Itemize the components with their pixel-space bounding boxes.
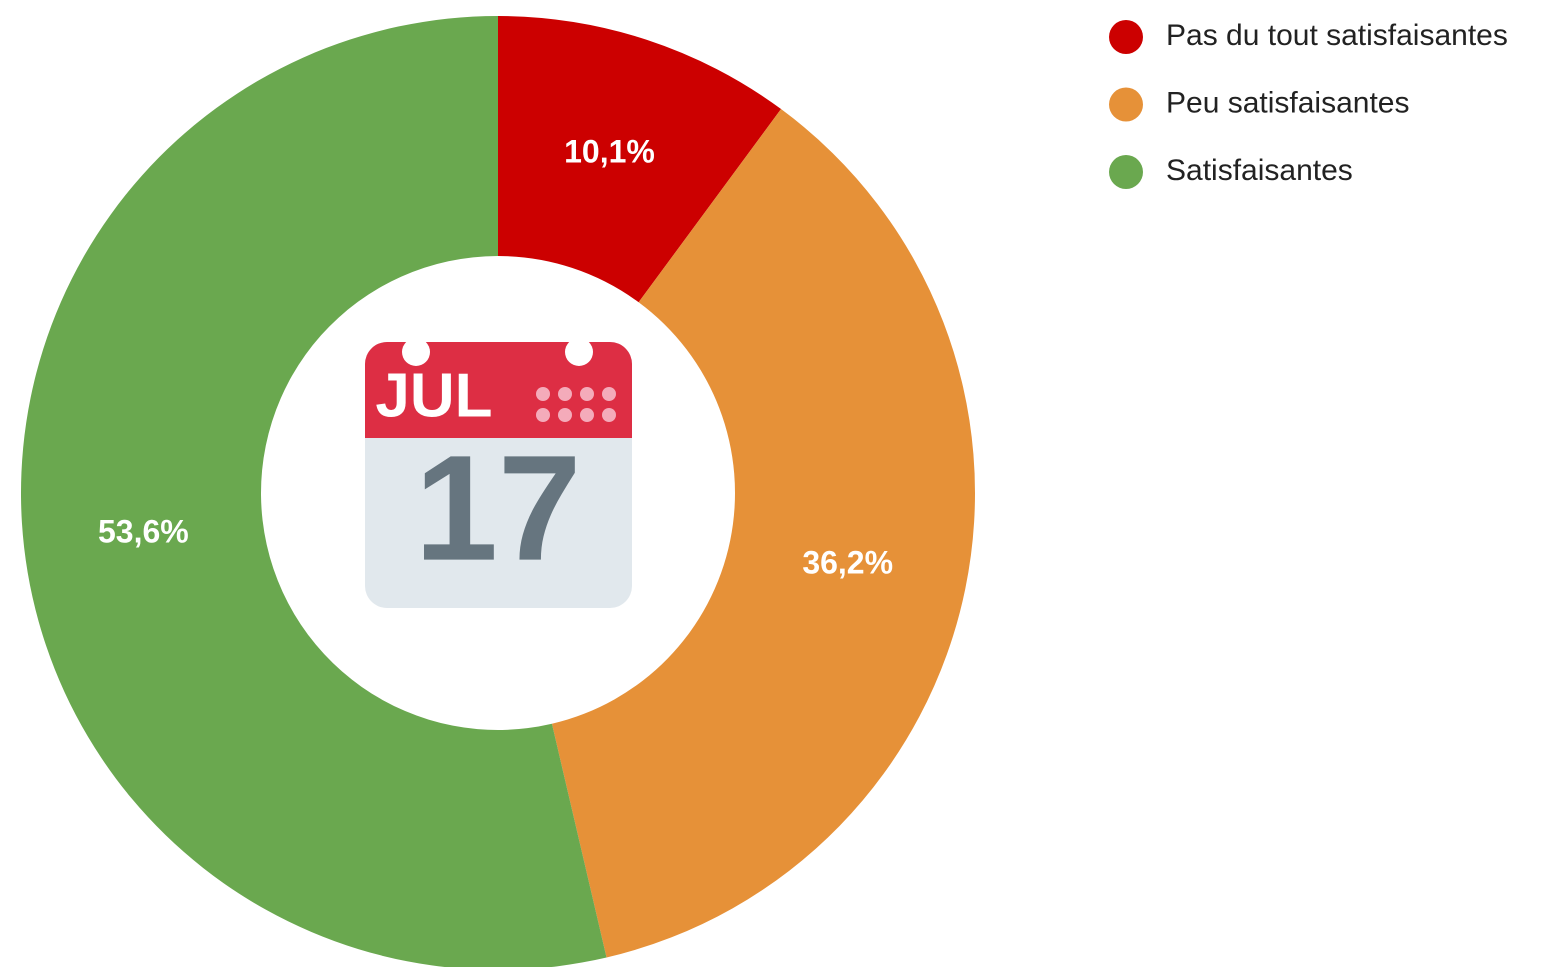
legend-label: Peu satisfaisantes bbox=[1166, 86, 1409, 119]
month: JUL bbox=[375, 361, 492, 430]
value-label: 36,2% bbox=[802, 544, 893, 580]
ring bbox=[402, 338, 430, 366]
legend-swatch bbox=[1109, 155, 1143, 189]
slice bbox=[21, 16, 607, 967]
slices: 10,1% 36,2% 53,6% bbox=[21, 16, 975, 967]
ring bbox=[565, 338, 593, 366]
slice bbox=[551, 109, 975, 958]
legend-label: Pas du tout satisfaisantes bbox=[1166, 19, 1508, 52]
legend-swatch bbox=[1109, 87, 1143, 122]
calendar-icon: JUL 17 bbox=[365, 338, 632, 608]
slice bbox=[498, 16, 782, 303]
legend: Pas du tout satisfaisantes Peu satisfaisa… bbox=[1109, 19, 1508, 189]
value-label: 53,6% bbox=[98, 513, 189, 549]
legend-label: Satisfaisantes bbox=[1166, 154, 1353, 187]
value-label: 10,1% bbox=[564, 133, 655, 169]
legend-swatch bbox=[1109, 20, 1143, 54]
dots bbox=[536, 387, 616, 422]
day: 17 bbox=[415, 424, 582, 592]
